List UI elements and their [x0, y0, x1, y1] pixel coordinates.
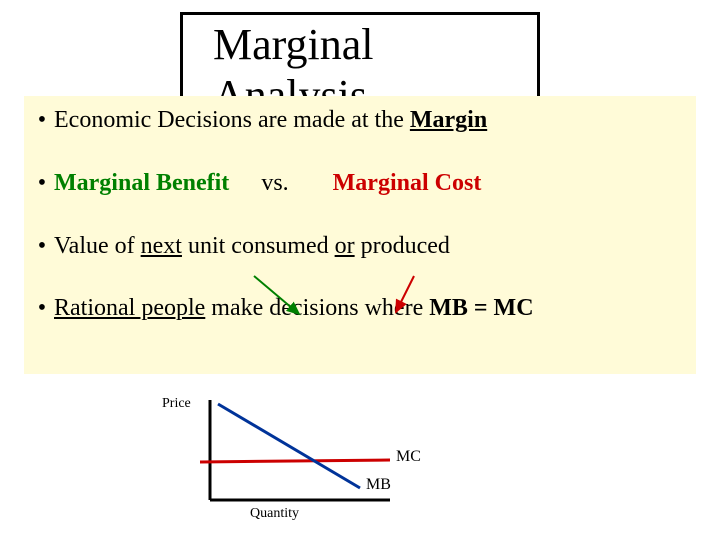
bullet-2-vs: vs. — [261, 170, 288, 196]
mb-line — [218, 404, 360, 488]
y-axis-label: Price — [162, 396, 191, 412]
bullet-2-mb: Marginal Benefit — [54, 170, 229, 196]
bullet-2-mc: Marginal Cost — [333, 170, 482, 196]
bullet-3-p3: produced — [355, 233, 450, 259]
bullet-dot: • — [30, 169, 54, 198]
x-axis-label: Quantity — [250, 506, 299, 522]
mc-line-label: MC — [396, 448, 421, 466]
mb-line-label: MB — [366, 476, 391, 494]
bullet-1: • Economic Decisions are made at the Mar… — [30, 106, 690, 135]
bullet-dot: • — [30, 232, 54, 261]
bullet-dot: • — [30, 294, 54, 323]
bullet-1-margin: Margin — [410, 107, 487, 133]
mc-line — [200, 460, 390, 462]
bullet-3: • Value of next unit consumed or produce… — [30, 232, 690, 261]
bullet-3-p1: Value of — [54, 233, 141, 259]
content-panel: • Economic Decisions are made at the Mar… — [24, 96, 696, 374]
bullet-4-mid: make decisions where — [205, 295, 429, 321]
bullet-3-or: or — [335, 233, 355, 259]
bullet-4-eq: MB = MC — [429, 295, 533, 321]
bullet-dot: • — [30, 106, 54, 135]
bullet-1-prefix: Economic Decisions are made at the — [54, 107, 410, 133]
bullet-4: • Rational people make decisions where M… — [30, 294, 690, 323]
bullet-2: • Marginal Benefit vs. Marginal Cost — [30, 169, 690, 198]
bullet-3-next: next — [141, 233, 182, 259]
bullet-4-rp: Rational people — [54, 295, 205, 321]
bullet-3-p2: unit consumed — [182, 233, 335, 259]
